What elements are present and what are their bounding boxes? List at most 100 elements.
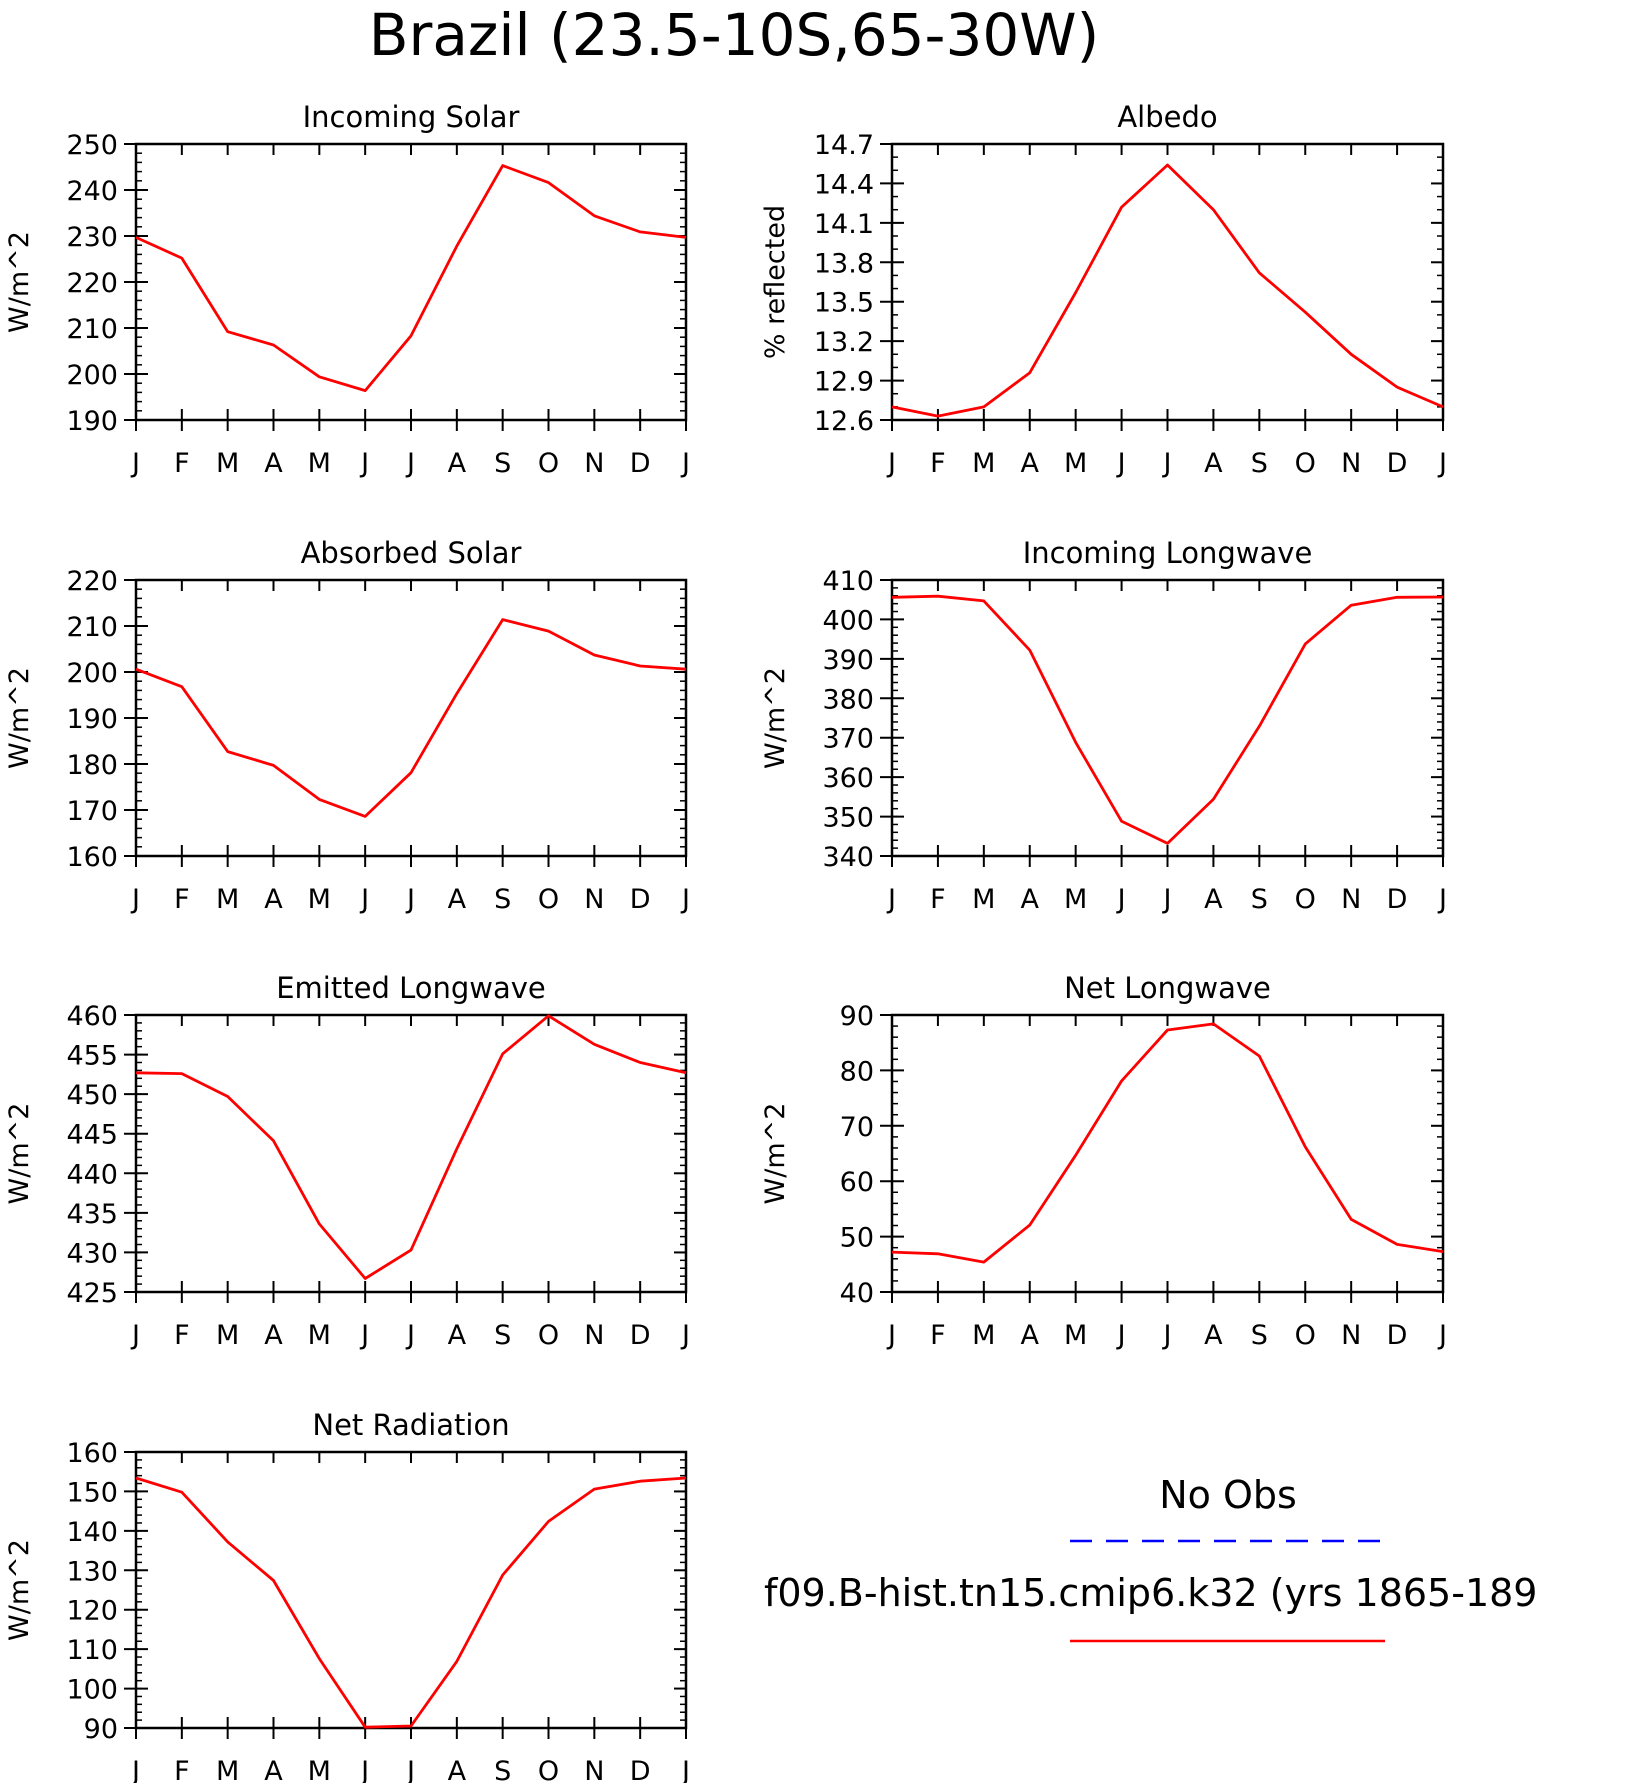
plot-frame [134, 1450, 688, 1730]
x-tick-label: A [448, 1756, 467, 1783]
x-tick-label: A [1204, 884, 1223, 915]
x-tick-label: F [930, 448, 946, 479]
y-tick-label: 12.9 [814, 367, 874, 398]
y-tick-label: 450 [66, 1080, 118, 1111]
x-tick-label: O [1295, 448, 1316, 479]
x-tick-label: S [1251, 448, 1268, 479]
y-axis-label: W/m^2 [760, 1103, 791, 1205]
x-tick-label: J [1437, 448, 1447, 479]
x-tick-label: S [494, 448, 511, 479]
x-tick-label: A [264, 448, 283, 479]
y-axis-label: W/m^2 [4, 1539, 35, 1641]
x-tick-label: M [308, 884, 331, 915]
y-tick-label: 220 [66, 268, 118, 299]
y-tick-label: 455 [66, 1041, 118, 1072]
y-tick-label: 70 [840, 1112, 874, 1143]
x-tick-label: M [1064, 884, 1087, 915]
x-tick-label: M [216, 1756, 239, 1783]
x-tick-label: J [359, 1756, 369, 1783]
x-tick-label: M [216, 1320, 239, 1351]
panel-title: Net Radiation [312, 1408, 509, 1442]
legend-obs-label: No Obs [1159, 1473, 1297, 1517]
series-line-absorbed-solar [135, 618, 687, 818]
x-tick-label: N [584, 448, 604, 479]
x-tick-label: J [886, 884, 896, 915]
x-tick-label: J [886, 448, 896, 479]
x-tick-label: A [264, 1756, 283, 1783]
series-line-albedo [891, 163, 1444, 418]
plot-frame [890, 142, 1445, 422]
panel-title: Albedo [1117, 100, 1217, 134]
y-tick-label: 90 [840, 1001, 874, 1032]
legend: No Obs f09.B-hist.tn15.cmip6.k32 (yrs 18… [764, 1473, 1537, 1643]
y-tick-label: 445 [66, 1120, 118, 1151]
panel-title: Net Longwave [1064, 971, 1271, 1005]
x-tick-label: N [584, 1756, 604, 1783]
x-tick-label: O [538, 884, 559, 915]
y-tick-label: 50 [840, 1223, 874, 1254]
panel-title: Incoming Longwave [1023, 536, 1313, 570]
panel-title: Absorbed Solar [301, 536, 522, 570]
x-tick-label: D [630, 448, 651, 479]
x-tick-label: M [216, 884, 239, 915]
x-tick-label: J [405, 1320, 415, 1351]
y-tick-label: 120 [66, 1596, 118, 1627]
y-tick-label: 425 [66, 1278, 118, 1309]
plot-frame [890, 578, 1445, 858]
y-tick-label: 250 [66, 130, 118, 161]
x-tick-label: A [264, 1320, 283, 1351]
y-tick-label: 350 [822, 803, 874, 834]
y-axis-label: W/m^2 [4, 667, 35, 769]
y-tick-label: 160 [66, 1438, 118, 1469]
x-tick-label: S [494, 1756, 511, 1783]
x-tick-label: J [1162, 884, 1172, 915]
y-tick-label: 90 [84, 1714, 118, 1745]
x-tick-label: A [1204, 1320, 1223, 1351]
y-axis-label: W/m^2 [760, 667, 791, 769]
y-tick-label: 440 [66, 1159, 118, 1190]
x-tick-label: N [584, 1320, 604, 1351]
x-tick-label: A [448, 448, 467, 479]
x-tick-label: A [1021, 884, 1040, 915]
series-line-incoming-solar [135, 164, 687, 393]
x-tick-label: M [1064, 1320, 1087, 1351]
y-tick-label: 80 [840, 1056, 874, 1087]
x-tick-label: J [680, 448, 690, 479]
y-tick-label: 40 [840, 1278, 874, 1309]
x-tick-label: J [359, 884, 369, 915]
x-tick-label: J [886, 1320, 896, 1351]
panel-title: Incoming Solar [303, 100, 520, 134]
x-tick-label: M [308, 1320, 331, 1351]
x-tick-label: N [584, 884, 604, 915]
x-tick-label: J [130, 448, 140, 479]
x-tick-label: J [130, 1756, 140, 1783]
x-tick-label: O [538, 1320, 559, 1351]
y-tick-label: 100 [66, 1675, 118, 1706]
x-tick-label: D [630, 884, 651, 915]
x-tick-label: J [680, 1320, 690, 1351]
x-tick-label: D [1387, 884, 1408, 915]
x-tick-label: M [1064, 448, 1087, 479]
y-tick-label: 13.5 [814, 288, 874, 319]
x-tick-label: J [130, 1320, 140, 1351]
plot-frame [134, 142, 688, 422]
y-tick-label: 200 [66, 360, 118, 391]
x-tick-label: D [1387, 448, 1408, 479]
figure-title: Brazil (23.5-10S,65-30W) [369, 1, 1100, 69]
x-tick-label: M [972, 448, 995, 479]
x-tick-label: N [1341, 1320, 1361, 1351]
x-tick-label: A [1204, 448, 1223, 479]
y-tick-label: 390 [822, 645, 874, 676]
series-line-net-longwave [891, 1022, 1444, 1264]
x-tick-label: O [1295, 884, 1316, 915]
y-axis-label: W/m^2 [4, 1103, 35, 1205]
y-tick-label: 435 [66, 1199, 118, 1230]
x-tick-label: J [359, 448, 369, 479]
x-tick-label: O [1295, 1320, 1316, 1351]
y-tick-label: 14.4 [814, 169, 874, 200]
x-tick-label: J [1437, 884, 1447, 915]
